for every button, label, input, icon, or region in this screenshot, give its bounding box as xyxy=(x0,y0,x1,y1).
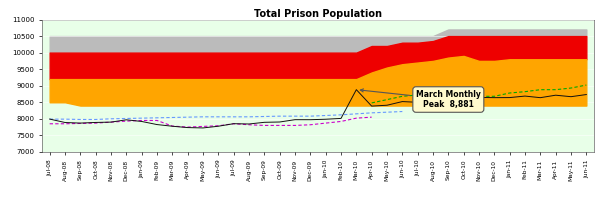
Text: March Monthly
Peak  8,881: March Monthly Peak 8,881 xyxy=(361,89,481,109)
Title: Total Prison Population: Total Prison Population xyxy=(254,9,382,19)
